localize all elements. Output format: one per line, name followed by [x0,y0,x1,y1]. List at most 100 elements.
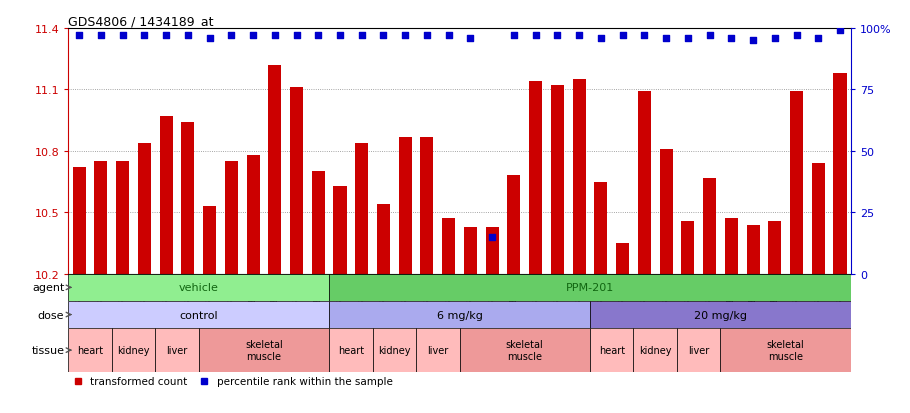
Point [246,33,260,40]
Point [289,33,304,40]
Point [268,33,282,40]
Bar [812,164,824,274]
Point [833,28,847,35]
Bar [682,221,694,274]
Point [224,33,238,40]
Text: skeletal
muscle: skeletal muscle [245,339,283,361]
Point [507,33,521,40]
Bar [416,328,460,372]
Point [637,33,652,40]
Bar [703,178,716,274]
Text: kidney: kidney [378,345,410,355]
Point [659,36,673,42]
Bar [290,88,303,274]
Bar [377,205,390,274]
Point [311,33,326,40]
Point [529,33,543,40]
Bar [790,92,803,274]
Point [137,33,152,40]
Bar [594,182,607,274]
Bar [68,328,112,372]
Point [441,33,456,40]
Bar [508,176,521,274]
Text: PPM-201: PPM-201 [566,282,614,293]
Text: liver: liver [427,345,449,355]
Text: control: control [179,310,218,320]
Point [767,36,782,42]
Bar [638,92,651,274]
Text: kidney: kidney [639,345,672,355]
Bar [464,227,477,274]
Bar [68,274,329,301]
Bar [420,137,433,274]
Bar [225,162,238,274]
Text: heart: heart [338,345,364,355]
Point [550,33,564,40]
Point [158,33,173,40]
Text: heart: heart [77,345,103,355]
Point [116,33,130,40]
Bar [329,328,372,372]
Bar [572,80,586,274]
Bar [268,66,281,274]
Bar [442,219,455,274]
Point [355,33,369,40]
Point [789,33,804,40]
Bar [529,82,542,274]
Bar [590,328,633,372]
Text: dose: dose [38,310,65,320]
Bar [721,328,851,372]
Bar [203,206,216,274]
Point [571,33,586,40]
Bar [768,221,782,274]
Bar [198,328,329,372]
Text: skeletal
muscle: skeletal muscle [767,339,804,361]
Bar [746,225,760,274]
Text: liver: liver [167,345,187,355]
Bar [590,301,851,328]
Point [333,33,348,40]
Text: 20 mg/kg: 20 mg/kg [694,310,747,320]
Bar [112,328,156,372]
Point [376,33,390,40]
Point [593,36,608,42]
Bar [399,137,411,274]
Text: heart: heart [599,345,625,355]
Bar [156,328,198,372]
Bar [116,162,129,274]
Point [420,33,434,40]
Text: 6 mg/kg: 6 mg/kg [437,310,482,320]
Bar [181,123,195,274]
Bar [329,301,590,328]
Text: agent: agent [32,282,65,293]
Legend: transformed count, percentile rank within the sample: transformed count, percentile rank withi… [74,377,392,387]
Point [72,33,86,40]
Point [180,33,195,40]
Text: tissue: tissue [31,345,65,355]
Text: vehicle: vehicle [178,282,218,293]
Point [202,36,217,42]
Bar [355,143,369,274]
Bar [633,328,677,372]
Point [681,36,695,42]
Bar [834,74,846,274]
Text: skeletal
muscle: skeletal muscle [506,339,543,361]
Bar [660,150,672,274]
Bar [724,219,738,274]
Bar [247,156,259,274]
Point [94,33,108,40]
Text: liver: liver [688,345,709,355]
Point [745,38,760,45]
Bar [333,186,347,274]
Bar [95,162,107,274]
Bar [68,301,329,328]
Point [703,33,717,40]
Point [811,36,825,42]
Bar [329,274,851,301]
Point [485,234,500,241]
Bar [616,244,629,274]
Point [724,36,739,42]
Point [463,36,478,42]
Bar [486,227,499,274]
Bar [372,328,416,372]
